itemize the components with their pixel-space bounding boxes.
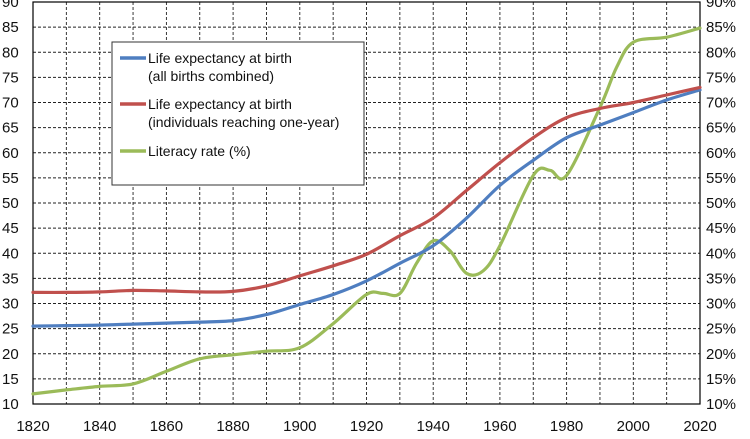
- y-tick-label: 60: [2, 145, 19, 162]
- x-tick-label: 1900: [283, 418, 316, 435]
- y2-tick-label: 90%: [706, 0, 736, 11]
- legend: Life expectancy at birth (all births com…: [111, 41, 365, 186]
- y2-tick-label: 80%: [706, 44, 736, 61]
- legend-label-series-1: Life expectancy at birth: [148, 50, 292, 66]
- plot-frame: [32, 1, 701, 405]
- y2-tick-label: 65%: [706, 120, 736, 137]
- x-tick-label: 1940: [417, 418, 450, 435]
- y-tick-label: 55: [2, 170, 19, 187]
- y2-tick-label: 15%: [706, 371, 736, 388]
- y2-tick-label: 55%: [706, 170, 736, 187]
- legend-label-series-1-line2: (all births combined): [148, 68, 274, 84]
- tick-labels: 10 15 20 25 30 35 40 45 50 55 60 65 70 75 80 85 90 10% 15%…: [2, 0, 736, 435]
- y2-tick-label: 20%: [706, 346, 736, 363]
- y-tick-label: 10: [2, 396, 19, 413]
- x-tick-label: 1960: [483, 418, 516, 435]
- y2-tick-label: 70%: [706, 95, 736, 112]
- y2-tick-label: 50%: [706, 195, 736, 212]
- y-tick-label: 75: [2, 69, 19, 86]
- y-tick-label: 45: [2, 220, 19, 237]
- y2-tick-label: 10%: [706, 396, 736, 413]
- legend-label-series-2: Life expectancy at birth: [148, 96, 292, 112]
- y-tick-label: 30: [2, 296, 19, 313]
- y-tick-label: 80: [2, 44, 19, 61]
- y-tick-label: 50: [2, 195, 19, 212]
- legend-box: [111, 41, 365, 186]
- axes: [32, 1, 701, 405]
- y-tick-label: 90: [2, 0, 19, 11]
- y-tick-label: 85: [2, 19, 19, 36]
- x-tick-label: 1920: [350, 418, 383, 435]
- y2-tick-label: 35%: [706, 270, 736, 287]
- y-tick-label: 25: [2, 321, 19, 338]
- y-tick-label: 35: [2, 270, 19, 287]
- y2-tick-label: 85%: [706, 19, 736, 36]
- legend-label-series-3: Literacy rate (%): [148, 143, 251, 159]
- x-tick-label: 1980: [550, 418, 583, 435]
- series-lines: [31, 26, 702, 396]
- y2-tick-label: 75%: [706, 69, 736, 86]
- x-tick-label: 1820: [16, 418, 49, 435]
- y-tick-label: 15: [2, 371, 19, 388]
- y2-tick-label: 40%: [706, 245, 736, 262]
- y2-tick-label: 30%: [706, 296, 736, 313]
- legend-label-series-2-line2: (individuals reaching one-year): [148, 114, 339, 130]
- x-tick-label: 2020: [683, 418, 716, 435]
- x-tick-label: 1860: [150, 418, 183, 435]
- x-tick-label: 2000: [617, 418, 650, 435]
- x-tick-label: 1880: [216, 418, 249, 435]
- series-line-1: [31, 88, 702, 328]
- y2-tick-label: 25%: [706, 321, 736, 338]
- y-tick-label: 40: [2, 245, 19, 262]
- x-tick-label: 1840: [83, 418, 116, 435]
- y-tick-label: 70: [2, 95, 19, 112]
- y2-tick-label: 45%: [706, 220, 736, 237]
- y2-tick-label: 60%: [706, 145, 736, 162]
- series-line-2: [31, 85, 702, 295]
- y-tick-label: 65: [2, 120, 19, 137]
- y-tick-label: 20: [2, 346, 19, 363]
